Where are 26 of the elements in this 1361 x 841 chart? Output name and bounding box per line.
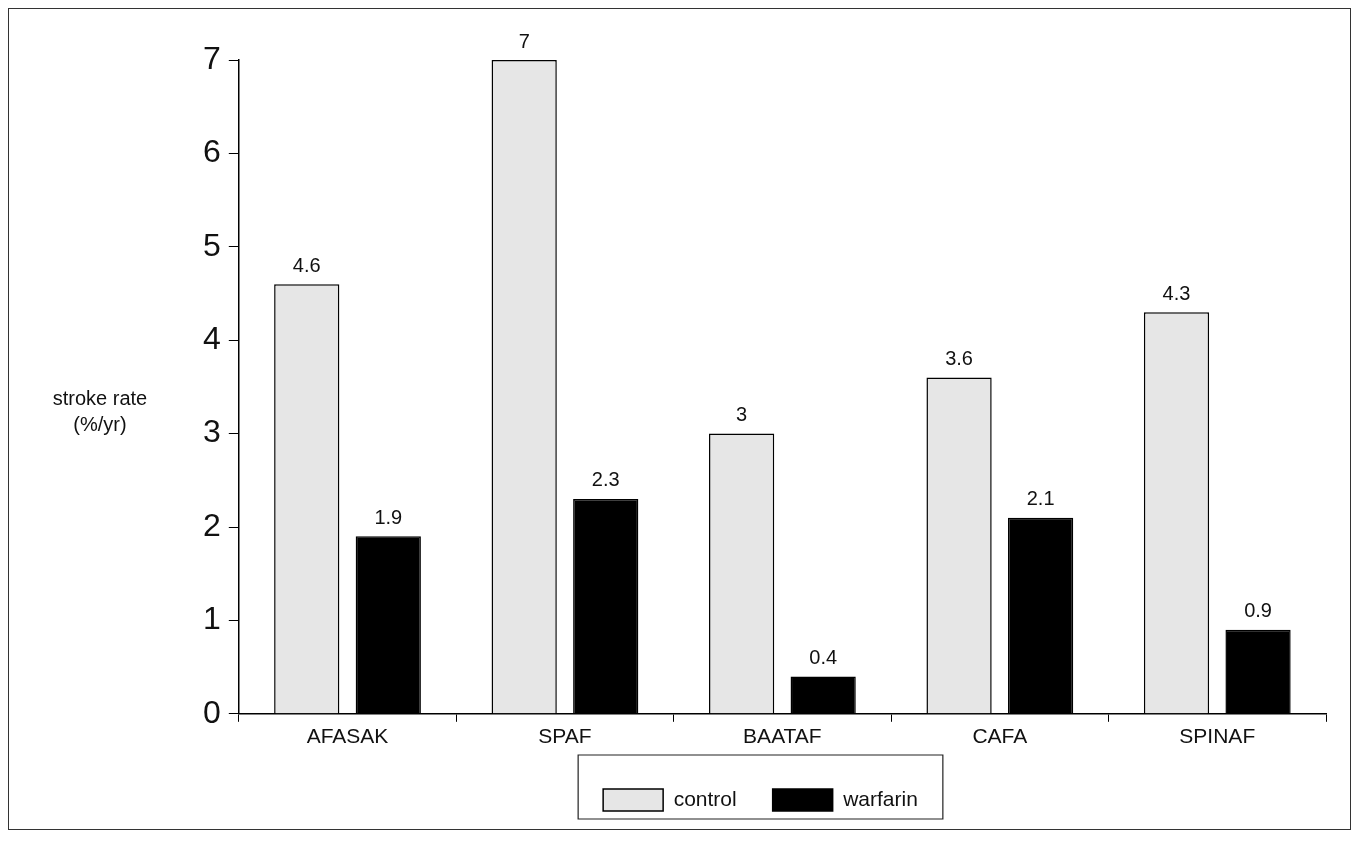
data-label: 2.1 [1026, 487, 1055, 510]
data-label: 1.9 [374, 505, 403, 528]
y-tick-label: 3 [203, 413, 221, 450]
data-label: 4.6 [292, 253, 321, 276]
y-tick-label: 6 [203, 133, 221, 170]
y-axis-title: stroke rate (%/yr) [51, 386, 149, 437]
y-tick-label: 4 [203, 320, 221, 357]
x-tick-label: BAATAF [743, 724, 822, 748]
x-tick-label: AFASAK [306, 724, 389, 748]
y-tick-label: 2 [203, 506, 221, 543]
data-label: 4.3 [1162, 281, 1191, 304]
y-tick-label: 7 [203, 39, 221, 76]
data-label: 0.4 [809, 645, 838, 668]
legend-label: warfarin [842, 786, 918, 810]
data-label: 7 [518, 29, 530, 52]
data-label: 0.9 [1244, 599, 1272, 622]
data-label: 2.3 [591, 468, 620, 491]
y-tick-label: 1 [203, 600, 221, 637]
y-tick-label: 5 [203, 226, 221, 263]
y-tick-label: 0 [203, 693, 221, 730]
data-label: 3.6 [945, 347, 973, 370]
data-label: 3 [736, 403, 748, 426]
x-tick-label: CAFA [972, 724, 1028, 748]
legend-label: control [673, 786, 737, 810]
x-tick-label: SPINAF [1179, 724, 1256, 748]
x-tick-label: SPAF [538, 724, 592, 748]
